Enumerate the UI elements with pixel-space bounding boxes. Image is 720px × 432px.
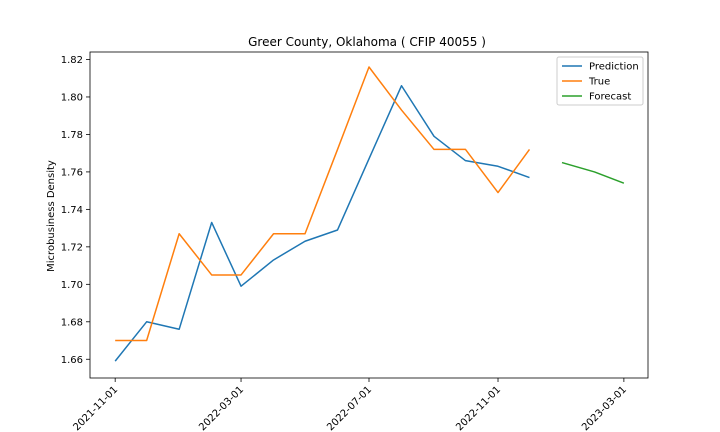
series-line-prediction [114,84,530,362]
chart-title: Greer County, Oklahoma ( CFIP 40055 ) [248,35,486,49]
y-tick-label: 1.82 [61,55,83,66]
y-tick-label: 1.66 [61,355,83,366]
legend: Prediction True Forecast [556,56,644,106]
y-tick-label: 1.76 [61,167,83,178]
x-tick-label: 2022-03-01 [197,384,246,432]
y-tick-label: 1.72 [61,242,83,253]
y-tick-label: 1.70 [61,280,83,291]
y-axis-label: Microbusiness Density [46,160,57,272]
legend-frame [556,56,644,106]
x-tick-label: 2022-11-01 [454,384,503,432]
plot-area [114,66,625,362]
y-tick-label: 1.68 [61,317,83,328]
x-tick-label: 2022-07-01 [325,384,374,432]
series-line-forecast [561,161,625,184]
x-tick-label: 2021-11-01 [71,384,120,432]
y-tick-label: 1.80 [61,92,83,103]
y-tick-label: 1.74 [61,205,83,216]
legend-label: True [588,77,610,88]
legend-label: Forecast [589,92,631,103]
x-tick-label: 2023-03-01 [580,384,629,432]
y-tick-label: 1.78 [61,130,83,141]
series-line-true [115,66,531,342]
legend-label: Prediction [589,62,639,73]
